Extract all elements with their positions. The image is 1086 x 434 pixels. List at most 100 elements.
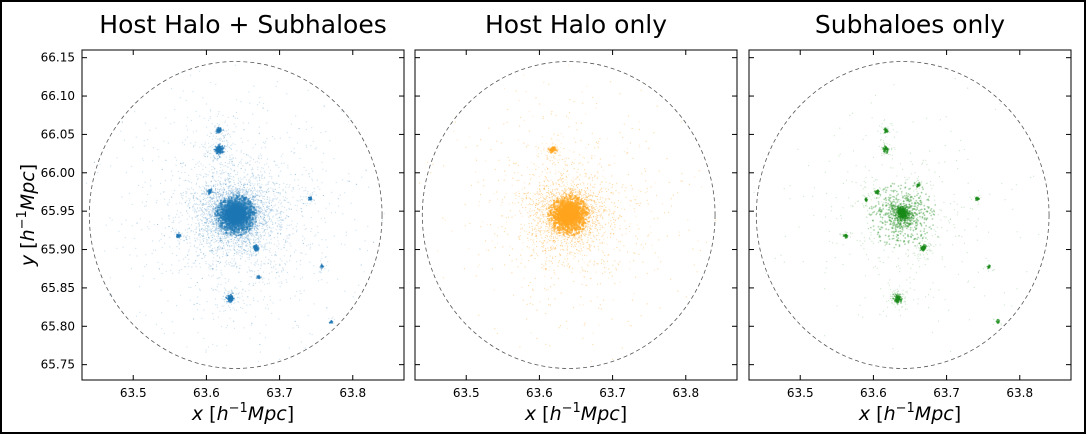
- particle-point: [204, 226, 206, 228]
- particle-point: [257, 235, 259, 237]
- particle-point: [237, 232, 240, 234]
- particle-point: [276, 245, 278, 247]
- particle-point: [190, 286, 192, 288]
- particle-point: [201, 216, 203, 218]
- particle-point: [192, 131, 194, 133]
- particle-point: [228, 251, 230, 253]
- particle-point: [279, 263, 281, 265]
- particle-point: [342, 213, 344, 215]
- particle-point: [202, 238, 204, 240]
- particle-point: [240, 240, 242, 242]
- particle-point: [232, 205, 235, 208]
- particle-point: [236, 214, 238, 217]
- particle-point: [222, 231, 224, 233]
- particle-point: [267, 220, 270, 222]
- particle-point: [246, 221, 248, 224]
- particle-point: [259, 267, 261, 269]
- particle-point: [215, 269, 217, 271]
- particle-point: [311, 178, 313, 180]
- particle-point: [256, 180, 258, 182]
- particle-point: [269, 169, 272, 171]
- particle-point: [233, 210, 235, 213]
- particle-point: [232, 212, 234, 215]
- particle-point: [133, 237, 135, 240]
- particle-point: [234, 213, 237, 216]
- particle-point: [248, 289, 250, 291]
- particle-point: [231, 211, 234, 214]
- particle-point: [236, 204, 239, 207]
- particle-point: [303, 290, 305, 292]
- particle-point: [301, 252, 303, 255]
- particle-point: [248, 219, 251, 222]
- particle-point: [263, 296, 265, 298]
- particle-point: [231, 227, 234, 230]
- particle-point: [234, 215, 237, 218]
- particle-point: [238, 208, 241, 211]
- particle-point: [226, 222, 229, 225]
- particle-point: [192, 158, 194, 161]
- particle-point: [243, 327, 245, 329]
- particle-point: [300, 278, 302, 280]
- particle-point: [220, 173, 222, 175]
- particle-point: [321, 279, 323, 281]
- particle-point: [172, 192, 174, 195]
- particle-point: [294, 179, 296, 181]
- particle-point: [234, 214, 237, 217]
- particle-point: [234, 213, 237, 216]
- particle-point: [268, 279, 270, 281]
- particle-point: [249, 304, 251, 306]
- particle-point: [192, 231, 195, 233]
- particle-point: [252, 190, 254, 192]
- particle-point: [364, 240, 366, 242]
- particle-point: [234, 117, 236, 119]
- particle-point: [188, 203, 190, 205]
- particle-point: [203, 193, 205, 195]
- particle-point: [196, 192, 198, 194]
- particle-point: [195, 251, 197, 253]
- particle-point: [172, 272, 174, 274]
- particle-point: [189, 238, 191, 240]
- particle-point: [195, 228, 197, 230]
- particle-point: [210, 249, 212, 252]
- particle-point: [225, 156, 227, 158]
- particle-point: [219, 188, 221, 190]
- particle-point: [197, 162, 199, 164]
- particle-point: [193, 204, 195, 206]
- particle-point: [186, 191, 188, 193]
- particle-point: [236, 117, 238, 119]
- particle-point: [215, 192, 217, 194]
- particle-point: [193, 244, 195, 246]
- particle-point: [275, 264, 277, 266]
- particle-point: [202, 228, 204, 231]
- particle-point: [226, 204, 229, 207]
- particle-point: [311, 192, 313, 194]
- particle-point: [240, 137, 242, 139]
- particle-point: [243, 203, 246, 206]
- particle-point: [232, 217, 235, 220]
- particle-point: [226, 263, 228, 265]
- particle-point: [225, 182, 227, 184]
- particle-point: [268, 250, 270, 252]
- particle-point: [241, 244, 243, 246]
- particle-point: [261, 155, 263, 157]
- particle-point: [175, 203, 177, 205]
- particle-point: [254, 204, 256, 206]
- particle-point: [310, 216, 312, 219]
- particle-point: [223, 209, 226, 212]
- particle-point: [238, 212, 240, 214]
- particle-point: [217, 316, 219, 318]
- particle-point: [206, 224, 208, 227]
- particle-point: [237, 213, 240, 216]
- particle-point: [235, 212, 237, 215]
- particle-point: [205, 239, 207, 241]
- particle-point: [287, 164, 289, 166]
- particle-point: [282, 196, 284, 198]
- particle-point: [280, 281, 282, 283]
- particle-point: [230, 190, 232, 192]
- particle-point: [239, 209, 241, 211]
- particle-point: [232, 212, 235, 215]
- particle-point: [225, 242, 227, 244]
- particle-point: [293, 188, 295, 190]
- particle-point: [227, 215, 230, 218]
- particle-point: [240, 214, 243, 216]
